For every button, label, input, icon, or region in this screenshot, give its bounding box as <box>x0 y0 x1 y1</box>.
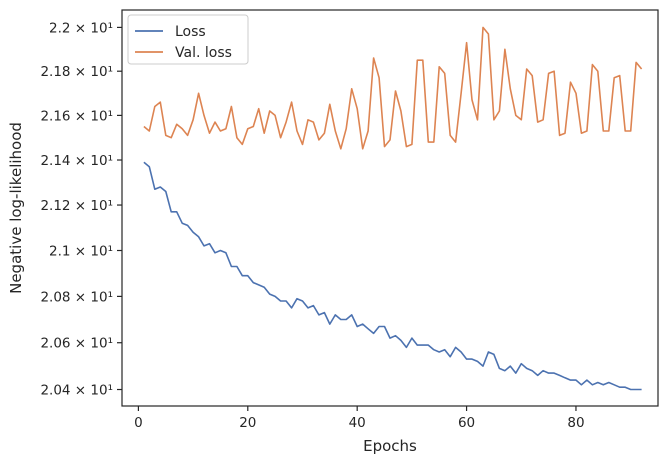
y-tick-label: 2.08 × 10¹ <box>40 289 113 305</box>
y-tick-label: 2.16 × 10¹ <box>40 108 113 124</box>
y-tick-label: 2.1 × 10¹ <box>49 244 113 260</box>
series-line-val-loss <box>143 26 643 150</box>
x-tick-label: 80 <box>567 415 584 431</box>
y-axis-label: Negative log-likelihood <box>7 122 25 294</box>
x-tick-label: 60 <box>458 415 475 431</box>
x-tick-label: 20 <box>239 415 256 431</box>
y-tick-label: 2.04 × 10¹ <box>40 383 113 399</box>
x-tick-label: 40 <box>349 415 366 431</box>
plot-area-frame <box>121 9 659 407</box>
legend: Loss Val. loss <box>127 14 249 65</box>
y-tick-label: 2.14 × 10¹ <box>40 153 113 169</box>
x-tick-label: 0 <box>134 415 143 431</box>
y-tick-label: 2.12 × 10¹ <box>40 198 113 214</box>
legend-label: Loss <box>175 24 206 40</box>
y-tick-label: 2.2 × 10¹ <box>49 20 113 36</box>
x-axis-label: Epochs <box>363 437 417 455</box>
y-tick-label: 2.18 × 10¹ <box>40 64 113 80</box>
legend-label: Val. loss <box>175 45 232 61</box>
series-line-loss <box>143 161 642 391</box>
y-tick-label: 2.06 × 10¹ <box>40 336 113 352</box>
